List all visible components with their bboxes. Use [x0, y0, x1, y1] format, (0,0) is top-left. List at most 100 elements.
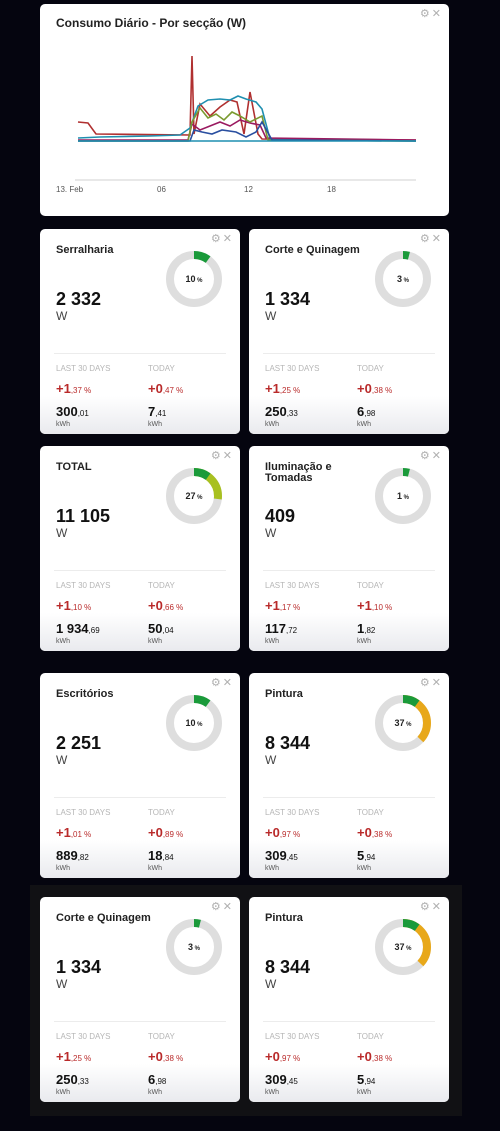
last30-pct: +1,25 %	[56, 1049, 92, 1064]
last30-pct: +1,01 %	[56, 825, 92, 840]
today-pct: +1,10 %	[357, 598, 393, 613]
today-kwh-unit: kWh	[357, 865, 371, 872]
card-unit: W	[265, 977, 277, 991]
last30-kwh: 300,01	[56, 404, 89, 419]
last30-label: LAST 30 DAYS	[265, 808, 320, 817]
donut-arc	[166, 251, 222, 307]
card-title: Pintura	[265, 912, 303, 924]
last30-label: LAST 30 DAYS	[265, 1032, 320, 1041]
card-title: Pintura	[265, 688, 303, 700]
percentage-donut: 10 %	[166, 695, 222, 751]
today-pct: +0,89 %	[148, 825, 184, 840]
last30-kwh-unit: kWh	[56, 638, 70, 645]
card-divider	[263, 797, 435, 798]
settings-close-icons[interactable]: ⚙✕	[419, 8, 443, 20]
card-divider	[263, 570, 435, 571]
settings-close-icons[interactable]: ⚙✕	[419, 901, 443, 913]
today-pct: +0,38 %	[357, 1049, 393, 1064]
percentage-donut: 3 %	[166, 919, 222, 975]
section-card: ⚙✕ Pintura 8 344 W 37 % LAST 30 DAYS TODAY +0,9…	[249, 673, 449, 878]
last30-kwh: 250,33	[265, 404, 298, 419]
card-value: 8 344	[265, 733, 311, 753]
today-label: TODAY	[148, 808, 175, 817]
today-pct: +0,38 %	[148, 1049, 184, 1064]
today-pct: +0,38 %	[357, 381, 393, 396]
settings-close-icons[interactable]: ⚙✕	[419, 233, 443, 245]
settings-close-icons[interactable]: ⚙✕	[419, 450, 443, 462]
donut-arc	[375, 251, 431, 307]
today-kwh-unit: kWh	[148, 638, 162, 645]
card-title: TOTAL	[56, 461, 92, 473]
last30-kwh-unit: kWh	[265, 638, 279, 645]
card-divider	[54, 353, 226, 354]
donut-arc-start	[166, 468, 222, 524]
today-pct: +0,66 %	[148, 598, 184, 613]
card-divider	[263, 1021, 435, 1022]
series-line-5	[78, 120, 417, 142]
series-line-4	[78, 106, 417, 142]
x-tick-label: 18	[327, 185, 336, 194]
settings-close-icons[interactable]: ⚙✕	[419, 677, 443, 689]
donut-label: 37 %	[394, 942, 412, 952]
section-card: ⚙✕ Pintura 8 344 W 37 % LAST 30 DAYS TODAY +0,9…	[249, 897, 449, 1102]
x-tick-label: 06	[157, 185, 166, 194]
card-unit: W	[56, 753, 68, 767]
donut-label: 27 %	[185, 491, 203, 501]
section-card: ⚙✕ Serralharia 2 332 W 10 % LAST 30 DAYS TODAY…	[40, 229, 240, 434]
last30-pct: +1,25 %	[265, 381, 301, 396]
today-kwh: 5,94	[357, 1072, 376, 1087]
card-value: 1 334	[56, 957, 102, 977]
settings-close-icons[interactable]: ⚙✕	[210, 233, 234, 245]
today-kwh: 6,98	[357, 404, 376, 419]
donut-label: 3 %	[397, 274, 410, 284]
card-divider	[54, 797, 226, 798]
last30-label: LAST 30 DAYS	[56, 581, 111, 590]
today-pct: +0,47 %	[148, 381, 184, 396]
last30-label: LAST 30 DAYS	[56, 808, 111, 817]
last30-kwh-unit: kWh	[56, 1089, 70, 1096]
settings-close-icons[interactable]: ⚙✕	[210, 450, 234, 462]
card-divider	[54, 1021, 226, 1022]
today-kwh: 18,84	[148, 848, 174, 863]
card-value: 409	[265, 506, 296, 526]
today-label: TODAY	[357, 364, 384, 373]
today-kwh-unit: kWh	[148, 1089, 162, 1096]
today-kwh: 7,41	[148, 404, 167, 419]
card-divider	[54, 570, 226, 571]
settings-close-icons[interactable]: ⚙✕	[210, 901, 234, 913]
today-pct: +0,38 %	[357, 825, 393, 840]
series-line-1	[77, 55, 417, 141]
last30-label: LAST 30 DAYS	[56, 1032, 111, 1041]
last30-kwh: 117,72	[265, 621, 298, 636]
donut-label: 1 %	[397, 491, 410, 501]
card-unit: W	[265, 753, 277, 767]
card-unit: W	[56, 309, 68, 323]
last30-kwh-unit: kWh	[265, 421, 279, 428]
today-label: TODAY	[357, 808, 384, 817]
card-divider	[263, 353, 435, 354]
last30-pct: +1,37 %	[56, 381, 92, 396]
section-card: ⚙✕ Iluminação e Tomadas 409 W 1 % LAST 30 DAY…	[249, 446, 449, 651]
line-chart: 13. Feb 06 12 18	[56, 55, 417, 194]
percentage-donut: 10 %	[166, 251, 222, 307]
card-value: 2 332	[56, 289, 102, 309]
card-value: 1 334	[265, 289, 311, 309]
last30-kwh-unit: kWh	[56, 421, 70, 428]
x-tick-layer: 13. Feb 06 12 18	[56, 185, 336, 194]
last30-label: LAST 30 DAYS	[56, 364, 111, 373]
chart-title: Consumo Diário - Por secção (W)	[56, 16, 247, 30]
settings-close-icons[interactable]: ⚙✕	[210, 677, 234, 689]
x-tick-label: 12	[244, 185, 253, 194]
last30-pct: +1,10 %	[56, 598, 92, 613]
card-value: 11 105	[56, 506, 111, 526]
today-kwh: 50,04	[148, 621, 174, 636]
card-unit: W	[56, 526, 68, 540]
donut-arc-start	[375, 695, 431, 751]
last30-kwh: 1 934,69	[56, 621, 100, 636]
last30-pct: +0,97 %	[265, 825, 301, 840]
card-title: Corte e Quinagem	[56, 912, 151, 924]
card-unit: W	[265, 309, 277, 323]
today-kwh-unit: kWh	[357, 638, 371, 645]
last30-kwh: 309,45	[265, 1072, 298, 1087]
card-title: Serralharia	[56, 244, 114, 256]
